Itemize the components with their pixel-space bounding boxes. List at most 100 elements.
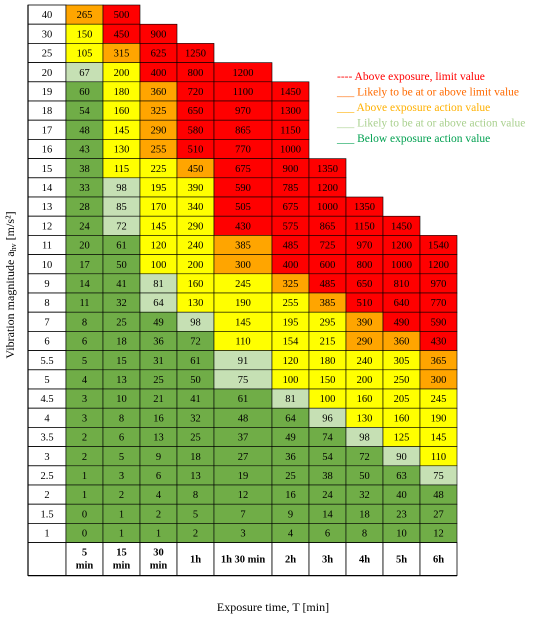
cell-value: 38 [79, 164, 90, 175]
cell-value: 675 [235, 164, 251, 175]
column-header-cell [102, 542, 141, 576]
y-axis-title-unit: [m/s²] [3, 211, 17, 243]
cell-value: 13 [153, 433, 164, 444]
cell-value: 1200 [233, 68, 254, 79]
cell-value: 430 [431, 337, 447, 348]
legend-item: ___ Above exposure action value [336, 102, 490, 114]
cell-value: 15 [116, 356, 127, 367]
cell-value: 430 [235, 221, 251, 232]
row-label-5.5: 5.5 [40, 356, 53, 367]
cell-value: 36 [285, 452, 296, 463]
cell-value: 110 [235, 337, 250, 348]
cell-value: 295 [320, 317, 336, 328]
y-axis-title: Vibration magnitude ahv [m/s²] [3, 211, 18, 358]
cell-value: 200 [188, 260, 204, 271]
row-label-9: 9 [44, 279, 49, 290]
cell-value: 64 [285, 413, 296, 424]
cell-value: 31 [153, 356, 164, 367]
cell-value: 1000 [317, 202, 338, 213]
cell-value: 41 [190, 394, 201, 405]
cell-value: 85 [116, 202, 127, 213]
cell-value: 2 [119, 490, 124, 501]
row-label-10: 10 [42, 260, 53, 271]
column-header-cell [176, 542, 215, 576]
cell-value: 81 [285, 394, 296, 405]
cell-value: 3 [240, 529, 245, 540]
row-label-18: 18 [42, 106, 53, 117]
cell-value: 6 [82, 337, 87, 348]
cell-value: 18 [359, 509, 370, 520]
cell-value: 315 [114, 49, 130, 60]
cell-value: 25 [116, 317, 127, 328]
cell-value: 390 [188, 183, 204, 194]
cell-value: 4 [82, 375, 88, 386]
cell-value: 38 [322, 471, 333, 482]
cell-value: 400 [151, 68, 167, 79]
y-axis-title-sub: hv [9, 243, 18, 251]
cell-value: 145 [431, 433, 447, 444]
cell-value: 54 [79, 106, 90, 117]
cell-value: 61 [116, 241, 127, 252]
cell-value: 1300 [280, 106, 301, 117]
cell-value: 5 [119, 452, 124, 463]
cell-value: 0 [82, 509, 87, 520]
cell-value: 1150 [354, 221, 375, 232]
cell-value: 8 [82, 317, 87, 328]
cell-value: 970 [431, 279, 447, 290]
cell-value: 490 [394, 317, 410, 328]
cell-value: 190 [235, 298, 251, 309]
row-label-5: 5 [44, 375, 49, 386]
cell-value: 64 [153, 298, 164, 309]
cell-value: 325 [283, 279, 299, 290]
cell-value: 485 [283, 241, 299, 252]
row-label-16: 16 [42, 145, 53, 156]
cell-value: 10 [396, 529, 407, 540]
cell-value: 4 [288, 529, 294, 540]
cell-value: 23 [396, 509, 407, 520]
cell-value: 150 [77, 29, 93, 40]
cell-value: 1450 [391, 221, 412, 232]
cell-value: 28 [79, 202, 90, 213]
cell-value: 74 [322, 433, 333, 444]
cell-value: 240 [188, 241, 204, 252]
cell-value: 290 [188, 221, 204, 232]
cell-value: 49 [153, 317, 164, 328]
cell-value: 115 [114, 164, 129, 175]
cell-value: 500 [114, 10, 130, 21]
cell-value: 75 [238, 375, 249, 386]
cell-value: 240 [357, 356, 373, 367]
cell-value: 180 [320, 356, 336, 367]
cell-value: 600 [320, 260, 336, 271]
column-header-cell [419, 542, 458, 576]
row-label-30: 30 [42, 29, 53, 40]
cell-value: 49 [285, 433, 296, 444]
cell-value: 160 [394, 413, 410, 424]
row-label-11: 11 [42, 241, 52, 252]
cell-value: 290 [151, 125, 167, 136]
cell-value: 305 [394, 356, 410, 367]
cell-value: 900 [283, 164, 299, 175]
cell-value: 300 [431, 375, 447, 386]
cell-value: 865 [320, 221, 336, 232]
cell-value: 91 [238, 356, 249, 367]
cell-value: 63 [396, 471, 407, 482]
cell-value: 48 [79, 125, 90, 136]
column-header-unit: min [76, 561, 94, 572]
cell-value: 675 [283, 202, 299, 213]
cell-value: 96 [322, 413, 333, 424]
column-header-label: 3h [322, 555, 333, 566]
cell-value: 9 [156, 452, 161, 463]
cell-value: 510 [357, 298, 373, 309]
legend-item: ---- Above exposure, limit value [337, 71, 485, 83]
cell-value: 575 [283, 221, 299, 232]
cell-value: 1 [82, 490, 87, 501]
x-axis-title: Exposure time, T [min] [217, 600, 329, 614]
row-label-2: 2 [44, 490, 49, 501]
cell-value: 650 [357, 279, 373, 290]
legend-item: ___ Likely to be at or above action valu… [336, 118, 525, 130]
cell-value: 48 [238, 413, 249, 424]
cell-value: 250 [394, 375, 410, 386]
cell-value: 130 [114, 145, 130, 156]
